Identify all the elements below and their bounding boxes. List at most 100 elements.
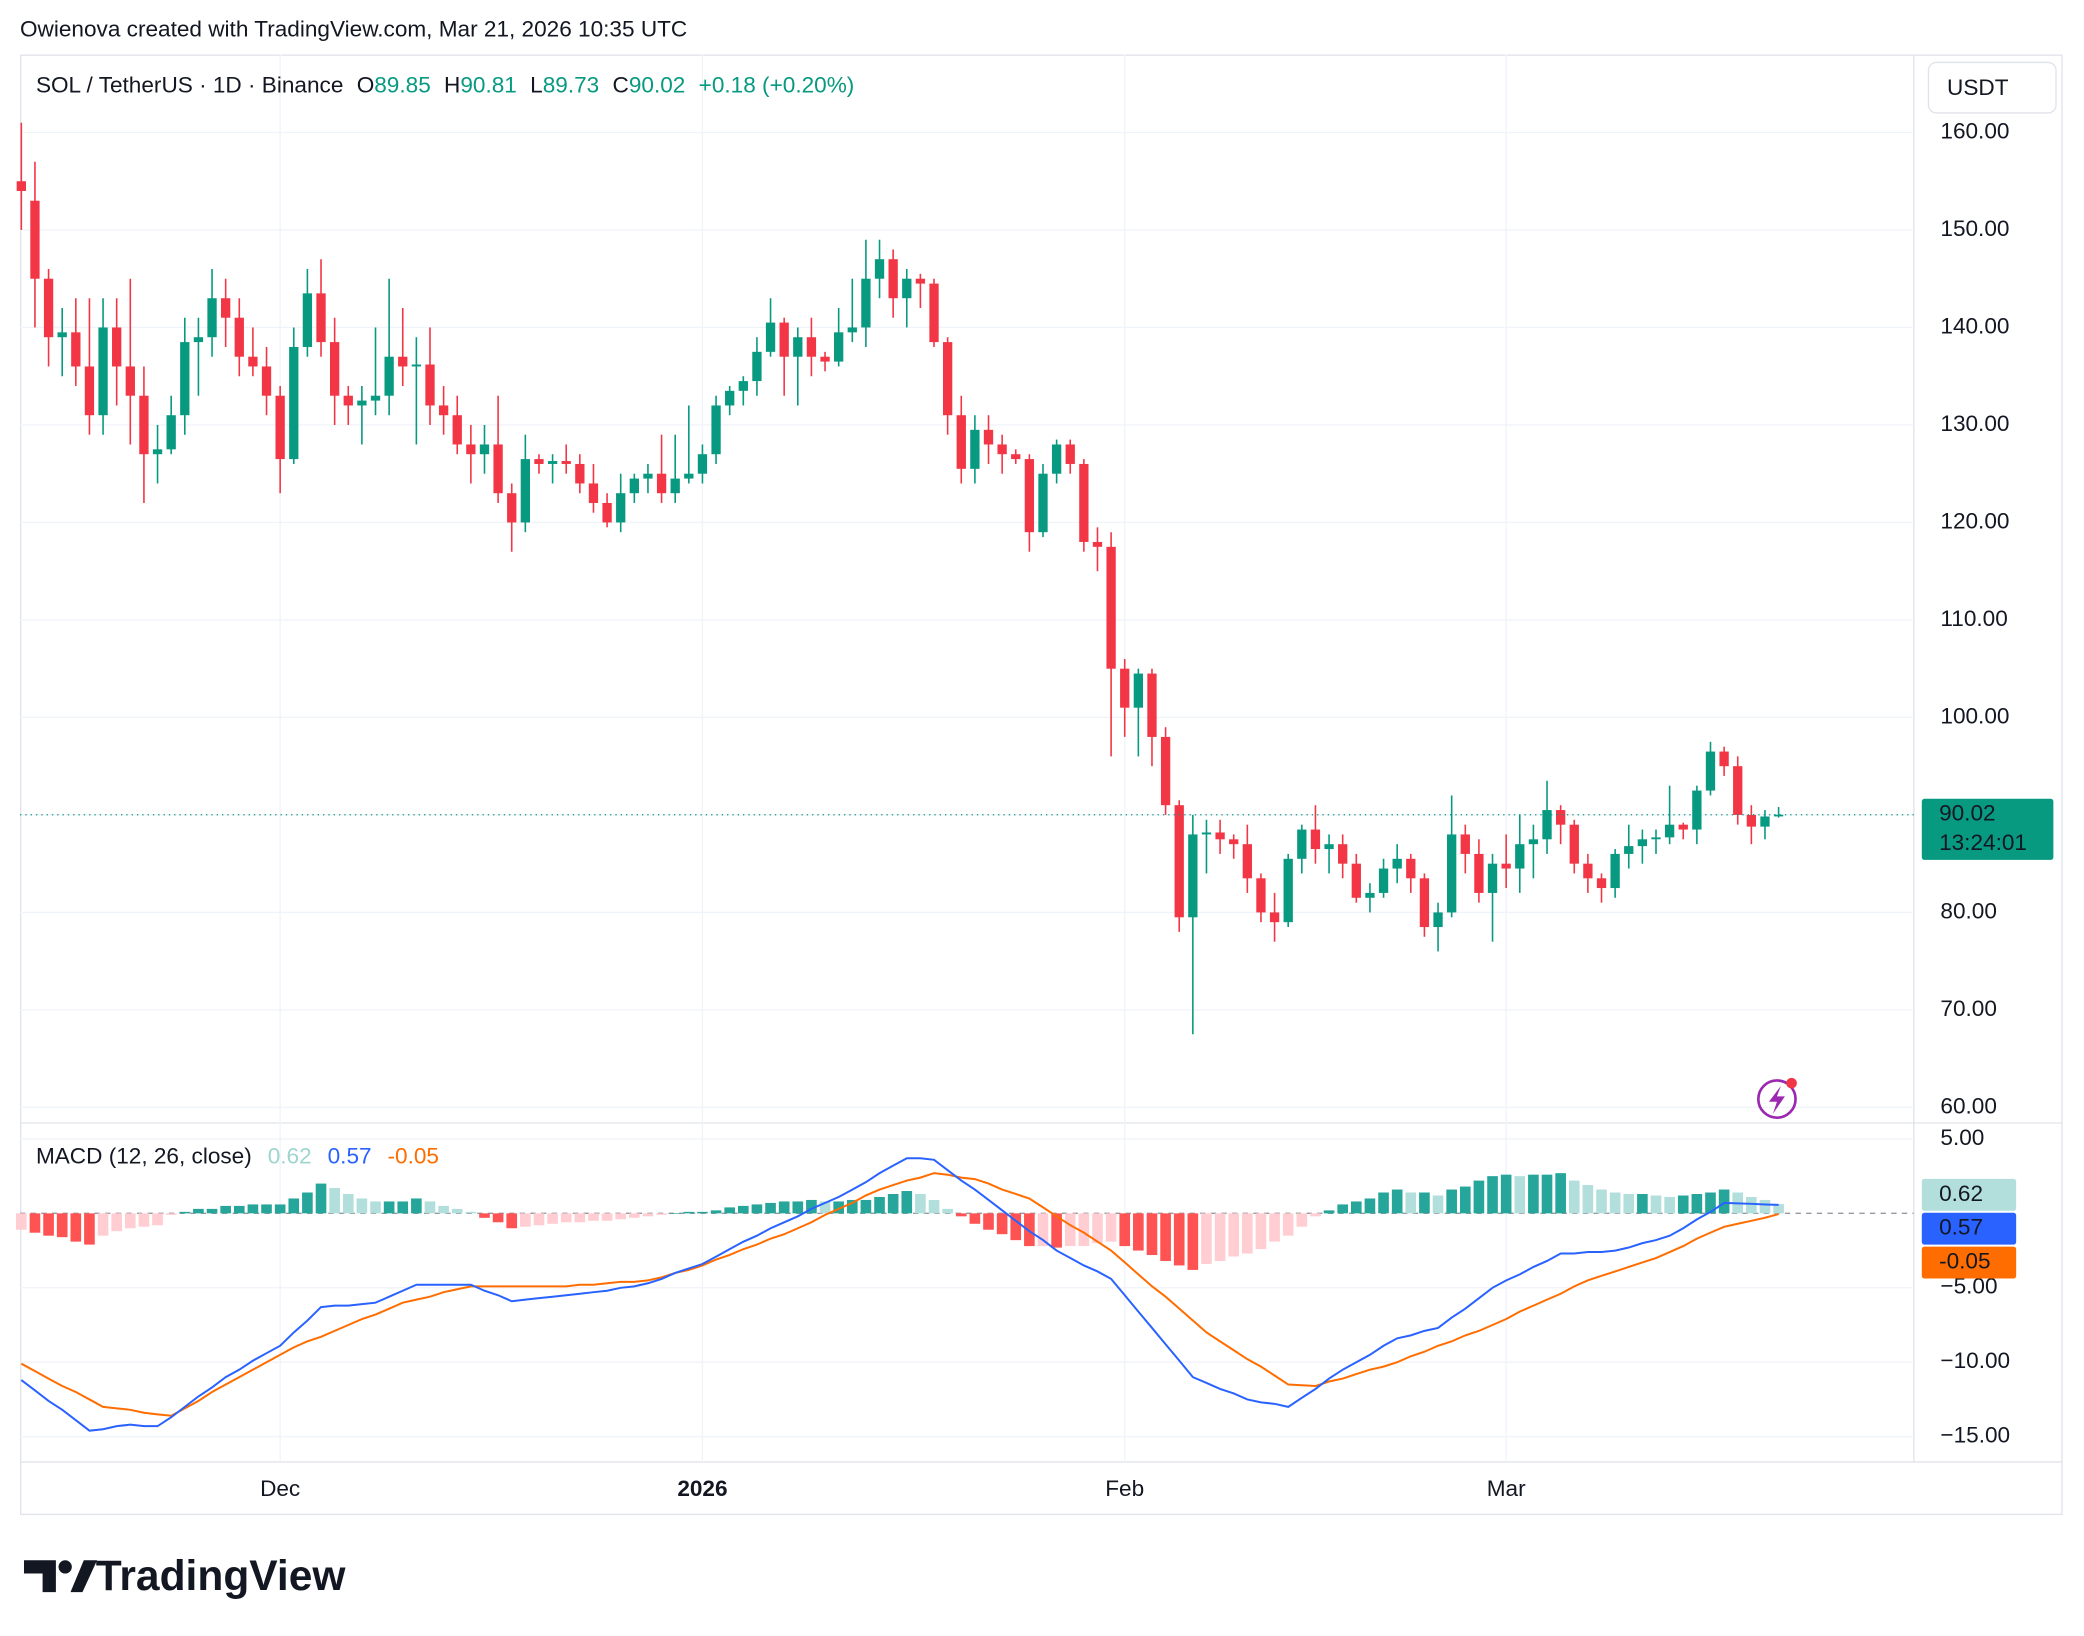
histogram-bar bbox=[1037, 1213, 1049, 1247]
candle bbox=[466, 424, 476, 484]
candle bbox=[493, 395, 503, 503]
candle-body bbox=[1719, 751, 1729, 767]
histogram-bar bbox=[1391, 1189, 1403, 1214]
candle-body bbox=[248, 356, 258, 367]
candle-body bbox=[697, 454, 708, 474]
watermark: Owienova created with TradingView.com, M… bbox=[20, 17, 687, 42]
histogram-bar bbox=[1637, 1193, 1648, 1214]
histogram-bar bbox=[16, 1213, 27, 1230]
candle-body bbox=[1569, 824, 1579, 864]
candle-body bbox=[684, 473, 694, 479]
histogram-bar bbox=[138, 1213, 150, 1227]
histogram-bar bbox=[737, 1205, 749, 1214]
candle-body bbox=[1733, 766, 1743, 815]
histogram-bar bbox=[615, 1213, 627, 1220]
histogram-bar bbox=[1691, 1193, 1703, 1214]
histogram-bar bbox=[765, 1202, 776, 1214]
candle-body bbox=[1215, 832, 1225, 840]
candle-body bbox=[561, 461, 571, 464]
histogram-bar bbox=[465, 1211, 477, 1214]
histogram-bar bbox=[1242, 1213, 1253, 1254]
histogram-bar bbox=[1133, 1213, 1144, 1251]
candle-body bbox=[1229, 839, 1239, 845]
candle bbox=[588, 463, 599, 513]
candle-body bbox=[1024, 459, 1035, 533]
candle bbox=[561, 444, 571, 474]
histogram-bar bbox=[438, 1205, 449, 1214]
candle-body bbox=[466, 444, 476, 455]
histogram-bar bbox=[1568, 1180, 1580, 1214]
histogram-bar bbox=[1487, 1176, 1498, 1214]
candle-body bbox=[438, 405, 449, 416]
candle bbox=[956, 395, 966, 484]
candle bbox=[834, 307, 844, 367]
candle bbox=[1610, 849, 1620, 898]
candle-body bbox=[1610, 853, 1620, 889]
candle bbox=[670, 434, 680, 503]
histogram-bar bbox=[165, 1213, 177, 1215]
candle bbox=[1160, 727, 1171, 815]
candle bbox=[1637, 829, 1648, 864]
candle-body bbox=[1256, 878, 1266, 913]
candle-body bbox=[942, 342, 953, 416]
candle bbox=[602, 493, 612, 528]
histogram-bar bbox=[1214, 1213, 1226, 1261]
candle bbox=[71, 298, 81, 386]
candle bbox=[929, 278, 939, 347]
candle-body bbox=[670, 478, 680, 494]
histogram-bar bbox=[1296, 1213, 1308, 1227]
candle bbox=[970, 415, 980, 484]
candle bbox=[261, 346, 272, 416]
candle bbox=[1201, 819, 1212, 874]
macd-title: MACD (12, 26, close) bbox=[36, 1144, 252, 1169]
candle bbox=[520, 434, 531, 533]
histogram-bar bbox=[1187, 1213, 1199, 1270]
candle bbox=[1692, 785, 1702, 845]
candle bbox=[398, 307, 408, 386]
candle bbox=[902, 268, 912, 328]
candle-body bbox=[929, 283, 939, 343]
alert-icon[interactable] bbox=[1757, 1077, 1797, 1120]
candle bbox=[1229, 834, 1239, 859]
candle-body bbox=[1392, 858, 1402, 869]
candle-body bbox=[738, 381, 748, 391]
candle-body bbox=[793, 337, 803, 357]
candle-body bbox=[915, 278, 926, 284]
candle bbox=[1528, 824, 1539, 879]
candle-body bbox=[1433, 912, 1443, 928]
candle-body bbox=[261, 366, 272, 396]
candle-body bbox=[221, 298, 231, 318]
histogram-bar bbox=[833, 1201, 844, 1214]
candle bbox=[1651, 829, 1661, 854]
candle-body bbox=[1555, 810, 1566, 825]
candle-body bbox=[152, 449, 163, 455]
y-tick-label: 100.00 bbox=[1940, 703, 2009, 728]
histogram-bar bbox=[710, 1210, 722, 1214]
histogram-bar bbox=[70, 1213, 82, 1242]
candle-body bbox=[547, 461, 558, 464]
candle bbox=[1092, 527, 1103, 572]
candle bbox=[329, 317, 340, 425]
histogram-bar bbox=[574, 1213, 586, 1223]
candle-body bbox=[479, 444, 490, 455]
candle-body bbox=[1269, 912, 1280, 923]
candle-body bbox=[1624, 846, 1634, 854]
candle bbox=[1773, 807, 1784, 818]
candle bbox=[534, 454, 544, 474]
histogram-bar bbox=[302, 1192, 313, 1214]
candle bbox=[139, 366, 149, 503]
candle-body bbox=[1487, 863, 1498, 893]
histogram-bar bbox=[1405, 1192, 1417, 1214]
candle-body bbox=[1773, 814, 1784, 817]
candle bbox=[357, 385, 367, 445]
candle-body bbox=[1705, 751, 1716, 791]
currency-button[interactable] bbox=[1927, 61, 2057, 114]
candle bbox=[125, 278, 135, 445]
candle bbox=[684, 405, 694, 484]
histogram-bar bbox=[1446, 1189, 1457, 1214]
candle bbox=[1188, 814, 1198, 1035]
currency[interactable]: USDT bbox=[1947, 75, 2009, 100]
histogram-bar bbox=[1528, 1174, 1539, 1214]
candle bbox=[1120, 658, 1130, 737]
candle-body bbox=[1460, 834, 1470, 854]
